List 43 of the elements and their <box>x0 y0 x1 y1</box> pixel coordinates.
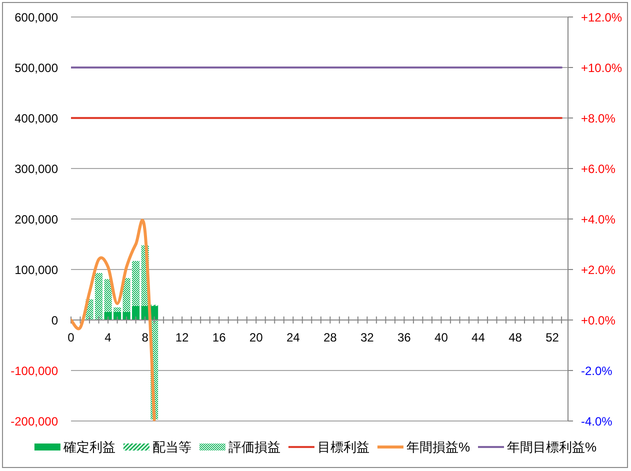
y2-tick-label: -2.0% <box>581 364 613 378</box>
bar <box>122 278 130 312</box>
legend-label: 年間目標利益% <box>507 440 597 454</box>
x-tick-label: 40 <box>434 330 448 344</box>
y2-tick-label: -4.0% <box>581 414 613 428</box>
y-tick-label: -200,000 <box>10 414 58 428</box>
y-tick-label: 100,000 <box>14 263 58 277</box>
x-tick-label: 32 <box>360 330 374 344</box>
y-tick-label: 200,000 <box>14 212 58 226</box>
y-tick-label: 500,000 <box>14 61 58 75</box>
legend-label: 確定利益 <box>62 440 116 454</box>
x-tick-label: 8 <box>142 330 149 344</box>
x-tick-label: 4 <box>104 330 112 344</box>
x-tick-label: 16 <box>212 330 226 344</box>
x-tick-label: 24 <box>286 330 300 344</box>
bar <box>94 273 103 320</box>
x-tick-label: 12 <box>175 330 190 344</box>
legend-label: 年間損益% <box>406 440 470 454</box>
y2-tick-label: +4.0% <box>581 212 616 226</box>
y-tick-label: 600,000 <box>14 10 58 24</box>
x-tick-label: 48 <box>508 330 522 344</box>
bar <box>113 307 122 312</box>
y2-tick-label: +8.0% <box>581 112 616 126</box>
y2-tick-label: +12.0% <box>581 10 622 24</box>
y-tick-label: 400,000 <box>14 112 58 126</box>
legend-label: 評価損益 <box>228 440 280 454</box>
x-tick-label: 0 <box>68 330 75 344</box>
y2-tick-label: +0.0% <box>581 314 616 328</box>
legend-label: 配当等 <box>152 440 192 454</box>
x-tick-label: 52 <box>546 330 560 344</box>
y2-tick-label: +6.0% <box>581 162 616 176</box>
legend-label: 目標利益 <box>317 440 370 454</box>
y2-tick-label: +10.0% <box>581 61 622 75</box>
bar <box>104 279 112 312</box>
bar <box>132 260 140 306</box>
y2-tick-label: +2.0% <box>581 263 616 277</box>
x-tick-label: 20 <box>249 330 264 344</box>
y-tick-label: 0 <box>51 314 58 328</box>
x-tick-label: 28 <box>323 330 338 344</box>
x-tick-label: 36 <box>398 330 412 344</box>
y-tick-label: 300,000 <box>14 162 58 176</box>
x-tick-label: 44 <box>472 330 486 344</box>
y-tick-label: -100,000 <box>10 364 58 378</box>
